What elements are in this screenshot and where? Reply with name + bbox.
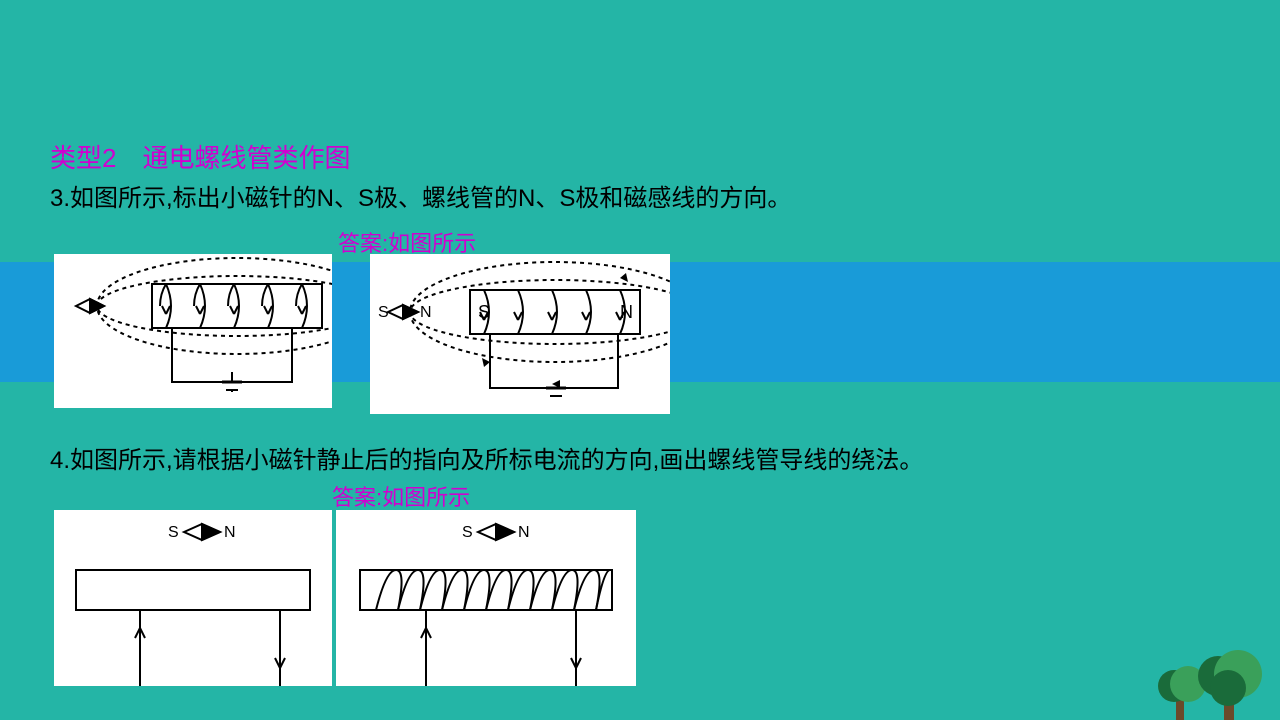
coil-n-label: N <box>620 302 633 322</box>
section-heading: 类型2 通电螺线管类作图 <box>50 138 350 175</box>
needle-n-label: N <box>224 524 236 541</box>
figure-4a: S N <box>54 510 332 686</box>
question-3: 3.如图所示,标出小磁针的N、S极、螺线管的N、S极和磁感线的方向。 <box>50 178 791 213</box>
question-4: 4.如图所示,请根据小磁针静止后的指向及所标电流的方向,画出螺线管导线的绕法。 <box>50 440 923 475</box>
needle-s-label: S <box>168 524 179 541</box>
figure-4b: S N <box>336 510 636 686</box>
needle-n-label: N <box>518 524 530 541</box>
coil-s-label: S <box>478 302 490 322</box>
needle-s-label: S <box>462 524 473 541</box>
figure-3b: S N S N <box>370 254 670 414</box>
needle-s-label: S <box>378 304 389 321</box>
tree-decoration <box>1152 630 1262 720</box>
figure-3a <box>54 254 332 408</box>
slide: 类型2 通电螺线管类作图 3.如图所示,标出小磁针的N、S极、螺线管的N、S极和… <box>0 0 1280 720</box>
needle-n-label: N <box>420 304 432 321</box>
answer-4-label: 答案:如图所示 <box>332 480 470 512</box>
